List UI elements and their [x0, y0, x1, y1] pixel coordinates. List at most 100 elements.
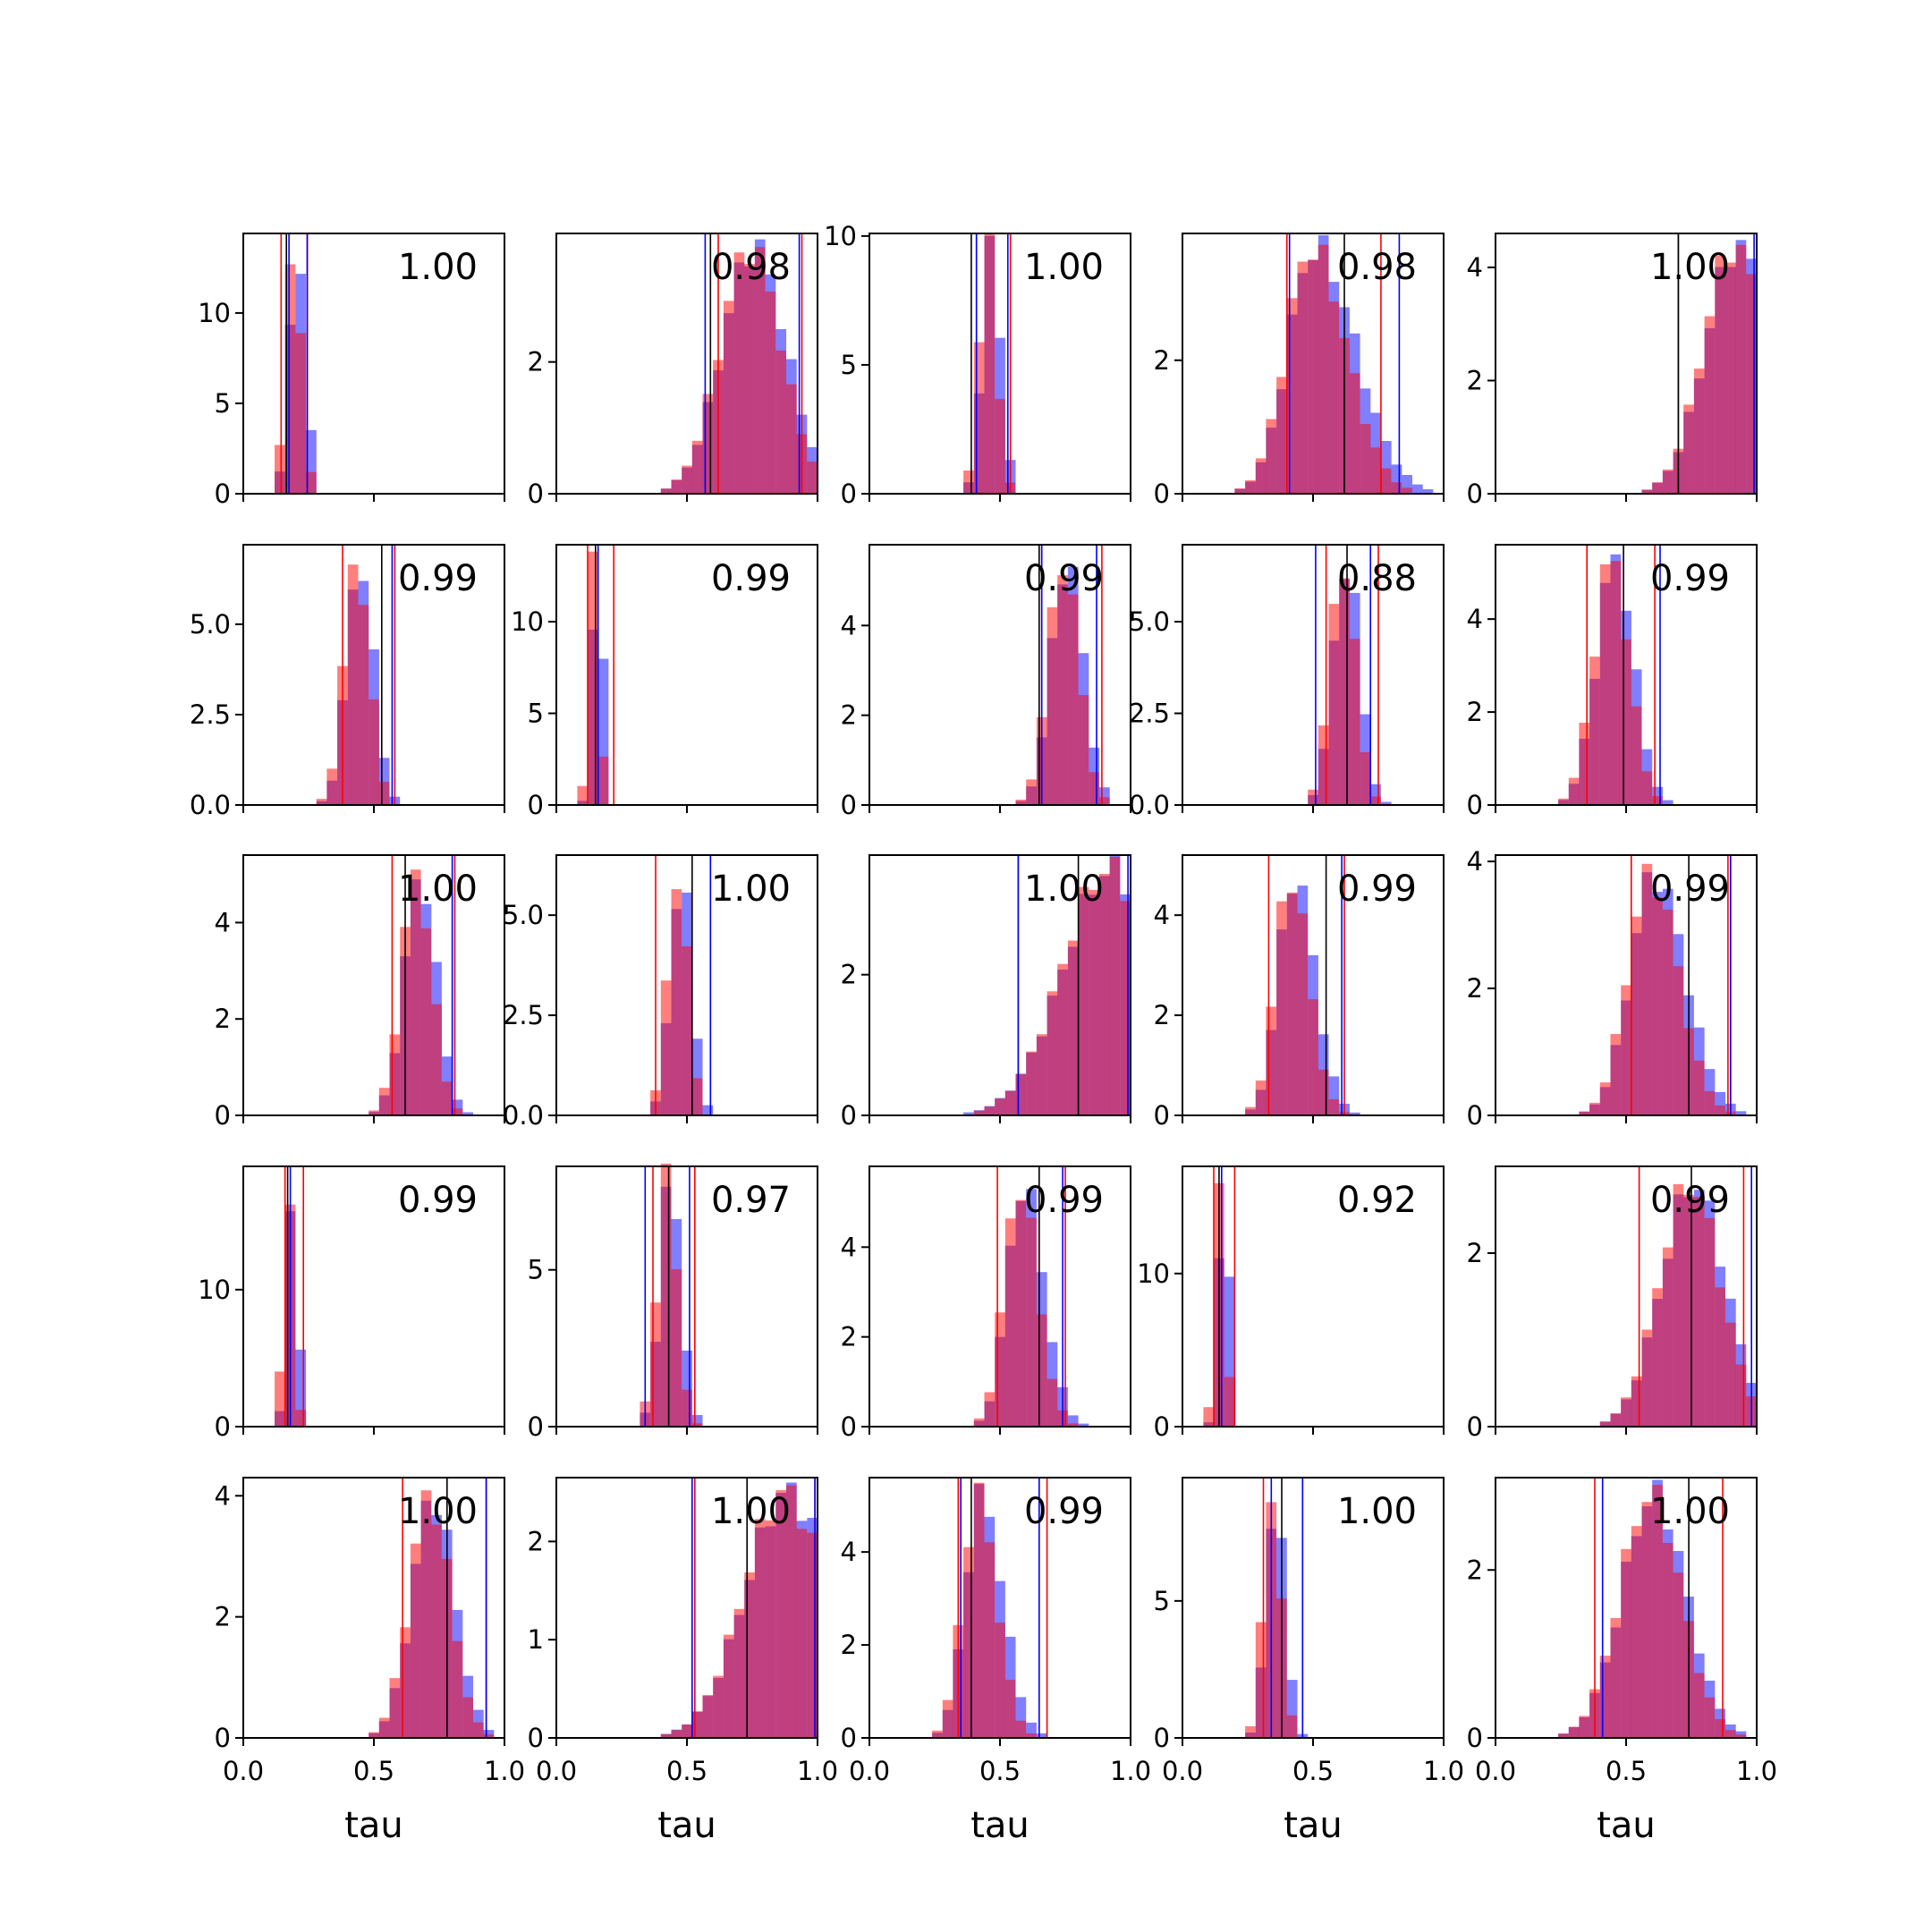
- hist-bar-red-5: [1234, 488, 1246, 494]
- hist-bar-red-10: [660, 1163, 672, 1427]
- hist-bar-red-18: [1683, 1194, 1694, 1427]
- hist-bar-red-9: [1276, 901, 1287, 1115]
- y-tick-label: 0: [215, 1723, 231, 1753]
- hist-bar-red-16: [1662, 1543, 1674, 1738]
- subplot-r2-c3: 0 2 4 0.99: [1154, 854, 1445, 1131]
- hist-bar-red-4: [1224, 1377, 1235, 1427]
- x-axis-label: tau: [1284, 1805, 1343, 1846]
- hist-bar-red-13: [1318, 1069, 1329, 1115]
- hist-bar-red-16: [1036, 1314, 1047, 1427]
- hist-bar-red-14: [1641, 771, 1653, 805]
- y-tick-label: 2: [1154, 345, 1170, 376]
- hist-bar-red-11: [671, 1730, 682, 1738]
- subplot-r2-c4: 0 2 4 0.99: [1467, 846, 1758, 1131]
- hist-bar-red-23: [796, 1529, 808, 1738]
- y-tick-label: 2: [841, 1322, 857, 1352]
- hist-bar-red-11: [671, 889, 682, 1115]
- hist-bar-red-22: [786, 384, 797, 494]
- hist-bar-red-20: [452, 1108, 463, 1115]
- hist-bar-red-14: [1641, 863, 1653, 1115]
- hist-bar-red-7: [1568, 777, 1580, 805]
- hist-bar-red-16: [1349, 639, 1360, 805]
- y-tick-label: 0: [1154, 479, 1170, 509]
- y-tick-label: 4: [841, 1537, 857, 1567]
- hist-bar-red-9: [963, 1546, 974, 1738]
- y-tick-label: 5: [528, 699, 544, 729]
- hist-bar-red-20: [1078, 886, 1089, 1115]
- hist-bar-red-10: [347, 564, 359, 805]
- panel-annotation: 0.99: [1024, 1491, 1104, 1532]
- panel-annotation: 0.99: [1650, 1180, 1730, 1221]
- hist-bar-red-14: [702, 1695, 714, 1738]
- y-tick-label: 0: [528, 1723, 544, 1753]
- subplot-r4-c1: 0 1 2 0.0 0.5 1.0 tau 1.00: [528, 1477, 838, 1846]
- panel-annotation: 0.97: [711, 1180, 791, 1221]
- hist-bar-red-10: [1599, 564, 1611, 805]
- hist-bar-red-11: [984, 1392, 996, 1427]
- hist-bar-red-12: [682, 1724, 692, 1738]
- y-tick-label: 0: [841, 479, 857, 509]
- panel-annotation: 1.00: [711, 1491, 791, 1532]
- hist-bar-red-23: [483, 1733, 495, 1738]
- y-tick-label: 0: [1154, 1723, 1170, 1753]
- hist-bar-blue-23: [483, 1730, 495, 1738]
- hist-bar-red-17: [733, 1608, 745, 1738]
- hist-bar-red-10: [1286, 298, 1298, 494]
- x-tick-label: 1.0: [797, 1756, 838, 1786]
- y-tick-label: 5: [841, 350, 857, 380]
- hist-bar-red-10: [1599, 1656, 1611, 1738]
- y-tick-label: 10: [824, 221, 857, 251]
- hist-bar-red-15: [1652, 482, 1663, 494]
- hist-bar-red-6: [1245, 1726, 1256, 1738]
- hist-bar-red-14: [389, 1034, 401, 1115]
- x-axis-label: tau: [1597, 1805, 1656, 1846]
- subplot-r3-c4: 020.99: [1467, 1165, 1758, 1442]
- panel-annotation: 0.99: [398, 1180, 478, 1221]
- hist-bar-blue-13: [691, 1038, 703, 1115]
- hist-bar-blue-14: [1328, 1076, 1340, 1115]
- hist-bar-red-4: [597, 756, 609, 805]
- hist-bar-blue-15: [1026, 1722, 1037, 1738]
- y-tick-label: 2: [1467, 697, 1483, 727]
- y-tick-label: 0.0: [1129, 790, 1170, 820]
- panel-annotation: 0.99: [1337, 869, 1417, 910]
- hist-bar-red-13: [378, 782, 390, 805]
- y-tick-label: 2: [841, 960, 857, 990]
- hist-bar-red-9: [1276, 377, 1287, 494]
- y-tick-label: 0: [1467, 1100, 1483, 1131]
- hist-bar-blue-19: [1380, 441, 1392, 494]
- subplot-r4-c3: 0 5 0.0 0.5 1.0 tau 1.00: [1154, 1477, 1464, 1846]
- y-tick-label: 0: [1467, 479, 1483, 509]
- hist-bar-red-18: [1370, 796, 1381, 805]
- subplot-r1-c2: 0 2 4 0.99: [841, 544, 1131, 820]
- y-tick-label: 4: [1467, 252, 1483, 283]
- y-tick-label: 0: [1154, 1100, 1170, 1131]
- subplot-r3-c0: 0 10 0.99: [198, 1165, 505, 1442]
- hist-bar-red-16: [410, 1543, 421, 1738]
- hist-bar-red-19: [1067, 940, 1079, 1115]
- hist-bar-red-16: [410, 869, 421, 1115]
- hist-bar-red-16: [723, 1634, 734, 1738]
- hist-bar-red-22: [1725, 1322, 1736, 1427]
- hist-bar-red-15: [1652, 796, 1663, 805]
- x-tick-label: 0.5: [1292, 1756, 1334, 1786]
- hist-bar-red-10: [1286, 892, 1298, 1115]
- y-tick-label: 0: [841, 1100, 857, 1131]
- hist-bar-red-10: [973, 1110, 985, 1115]
- subplot-r1-c0: 0.0 2.5 5.0 0.99: [190, 544, 505, 820]
- hist-bar-red-22: [1725, 262, 1736, 494]
- hist-bar-blue-21: [462, 1112, 473, 1115]
- y-tick-label: 2: [1467, 1238, 1483, 1268]
- hist-bar-red-11: [984, 1542, 996, 1738]
- subplot-r4-c4: 0 2 0.0 0.5 1.0 tau 1.00: [1467, 1477, 1777, 1846]
- hist-bar-red-8: [326, 768, 338, 805]
- hist-bar-red-19: [441, 1081, 453, 1115]
- x-axis-label: tau: [657, 1805, 716, 1846]
- hist-bar-red-16: [1349, 373, 1360, 494]
- hist-bar-blue-23: [1735, 1111, 1747, 1115]
- hist-bar-red-19: [1067, 1423, 1079, 1427]
- subplot-r0-c4: 0 2 4 1.00: [1467, 233, 1758, 509]
- subplot-r2-c2: 021.00: [841, 854, 1131, 1131]
- hist-bar-red-14: [1328, 1099, 1340, 1115]
